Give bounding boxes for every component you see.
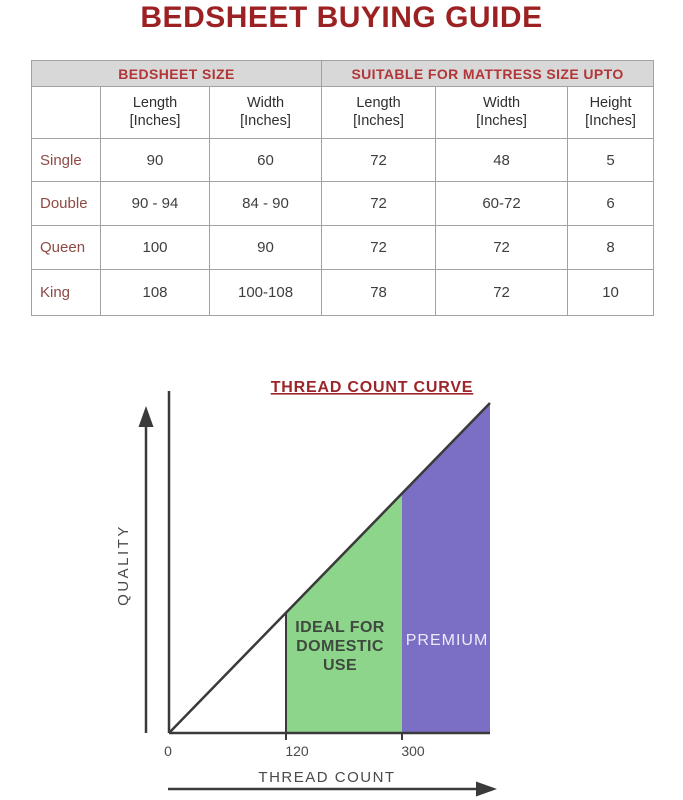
- row-label: King: [31, 269, 101, 316]
- cell: 90: [100, 138, 210, 182]
- cell: 48: [435, 138, 569, 182]
- cell: 100-108: [208, 269, 323, 316]
- table-row-double: Double 90 - 94 84 - 90 72 60-72 6: [31, 181, 655, 226]
- table-row-queen: Queen 100 90 72 72 8: [31, 225, 655, 270]
- group-header-bedsheet-size: BEDSHEET SIZE: [30, 60, 323, 87]
- premium-label: PREMIUM: [406, 632, 489, 649]
- row-label: Single: [31, 138, 101, 182]
- cell: 100: [100, 225, 210, 270]
- x-tick-label-120: 120: [285, 743, 309, 759]
- domestic-use-region: [286, 493, 402, 733]
- col-header-mattress-width: Width [Inches]: [435, 86, 569, 139]
- cell: 84 - 90: [208, 181, 323, 226]
- cell: 72: [321, 138, 437, 182]
- group-header-mattress-size: SUITABLE FOR MATTRESS SIZE UPTO: [321, 60, 655, 87]
- cell: 6: [567, 181, 655, 226]
- right-arrowhead: [476, 781, 497, 797]
- quality-diagonal-line: [168, 402, 491, 734]
- domestic-use-label-line1: IDEAL FOR: [295, 619, 385, 636]
- cell: 60: [208, 138, 323, 182]
- page-title: BEDSHEET BUYING GUIDE: [140, 1, 543, 34]
- domestic-use-label-line2: DOMESTIC: [296, 638, 384, 655]
- premium-region: [402, 403, 490, 733]
- cell: 72: [321, 181, 437, 226]
- bedsheet-size-table: BEDSHEET SIZE SUITABLE FOR MATTRESS SIZE…: [30, 60, 655, 316]
- right-arrow-icon: [168, 781, 497, 797]
- cell: 5: [567, 138, 655, 182]
- cell: 90 - 94: [100, 181, 210, 226]
- cell: 108: [100, 269, 210, 316]
- cell: 72: [435, 269, 569, 316]
- col-header-empty: [31, 86, 101, 139]
- cell: 90: [208, 225, 323, 270]
- cell: 8: [567, 225, 655, 270]
- x-tick-label-300: 300: [401, 743, 425, 759]
- table-column-header-row: Length [Inches] Width [Inches] Length [I…: [31, 86, 655, 139]
- col-header-mattress-height: Height [Inches]: [567, 86, 655, 139]
- up-arrow-icon: [138, 406, 154, 733]
- cell: 72: [321, 225, 437, 270]
- table-row-single: Single 90 60 72 48 5: [31, 138, 655, 182]
- cell: 10: [567, 269, 655, 316]
- cell: 60-72: [435, 181, 569, 226]
- col-header-bedsheet-width: Width [Inches]: [208, 86, 323, 139]
- x-tick-label-0: 0: [164, 743, 172, 759]
- col-header-mattress-length: Length [Inches]: [321, 86, 437, 139]
- chart-title: THREAD COUNT CURVE: [271, 379, 474, 396]
- thread-count-chart: THREAD COUNT CURVE 0 120 300 IDEAL FOR D…: [115, 379, 497, 797]
- y-axis-label: QUALITY: [115, 524, 132, 606]
- row-label: Double: [31, 181, 101, 226]
- table-group-header-row: BEDSHEET SIZE SUITABLE FOR MATTRESS SIZE…: [30, 60, 655, 87]
- domestic-use-label-line3: USE: [323, 657, 357, 674]
- cell: 72: [435, 225, 569, 270]
- up-arrowhead: [138, 406, 154, 427]
- col-header-bedsheet-length: Length [Inches]: [100, 86, 210, 139]
- row-label: Queen: [31, 225, 101, 270]
- x-axis-label: THREAD COUNT: [258, 769, 395, 786]
- table-row-king: King 108 100-108 78 72 10: [31, 269, 655, 316]
- cell: 78: [321, 269, 437, 316]
